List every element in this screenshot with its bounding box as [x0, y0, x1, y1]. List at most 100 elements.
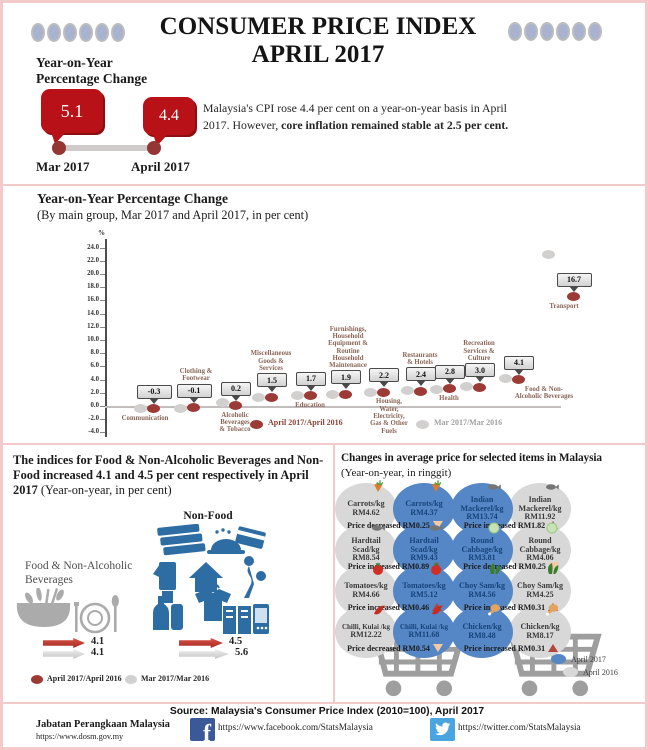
data-point-april: [511, 375, 525, 385]
decor-oval: [79, 23, 93, 42]
price-circle-2017: Chilli, Kulai /kg RM11.68: [393, 606, 455, 658]
legend-label: Mar 2017/Mar 2016: [434, 418, 503, 427]
y-tick-mark: [100, 406, 105, 407]
price-item: Carrots/kg RM4.62 Carrots/kg RM4.37 Price de…: [335, 480, 455, 535]
non-food-april-value: 4.5: [229, 636, 243, 647]
data-point-april: [186, 403, 200, 413]
category-label: Furnishings, Household Equipment & Routine H…: [328, 325, 368, 370]
food-mar-arrow: [43, 649, 85, 659]
value-callout: -0.3: [136, 384, 172, 404]
category-label: Transport: [549, 302, 579, 310]
price-item: Tomatoes/kg RM4.66 Tomatoes/kg RM5.12 Price …: [335, 562, 455, 617]
chilli-icon: [432, 605, 444, 615]
tomato-icon: [373, 562, 383, 575]
value-callout: 2.8: [435, 364, 465, 384]
non-food-april-arrow: [179, 638, 223, 648]
data-point-mar: [290, 390, 304, 400]
category-label: Restaurants & Hotels: [402, 351, 438, 366]
price-circle-2017: Indian Mackerel/kg RM13.74: [451, 483, 513, 535]
summary-text: Malaysia's CPI rose 4.4 per cent on a ye…: [203, 100, 509, 134]
legend-label: April 2017/April 2016: [47, 674, 122, 683]
timeline-dot-april: [147, 141, 161, 155]
y-tick-label: 16.0: [87, 296, 99, 304]
y-tick-label: 18.0: [87, 283, 99, 291]
data-point-mar: [400, 386, 414, 396]
food-label-line1: Food & Non-Alcoholic: [25, 560, 133, 572]
price-circle-2016: Chicken/kg RM8.17: [509, 606, 571, 658]
twitter-icon[interactable]: [430, 718, 455, 741]
food-mar-value: 4.1: [91, 647, 105, 658]
page-title-line2: APRIL 2017: [251, 41, 385, 68]
callout-tail: [569, 285, 579, 292]
trend-down-icon: [432, 521, 443, 529]
callout-tail: [475, 376, 485, 383]
y-tick-label: 6.0: [90, 362, 100, 370]
price-caption: Price decreased RM0.54: [327, 644, 463, 653]
data-point-april: [264, 392, 278, 402]
fish-icon: [546, 484, 559, 490]
category-label: Miscellaneous Goods & Services: [250, 350, 292, 372]
decor-oval: [508, 22, 522, 41]
trend-down-icon: [432, 644, 443, 652]
facebook-icon[interactable]: [190, 718, 215, 741]
value-callout: 1.9: [331, 370, 361, 390]
non-food-mar-arrow: [179, 649, 229, 659]
panel-divider-vertical: [333, 444, 335, 702]
data-point-mar: [498, 374, 512, 384]
decor-oval: [588, 22, 602, 41]
callout-tail: [306, 384, 316, 391]
twitter-bird-icon: [435, 722, 451, 736]
y-tick-mark: [100, 353, 105, 355]
twitter-url-link[interactable]: https://twitter.com/StatsMalaysia: [458, 723, 581, 733]
callout-tail: [379, 381, 389, 388]
timeline-label-mar: Mar 2017: [36, 159, 90, 174]
chilli-icon: [374, 605, 386, 615]
data-point-april: [442, 384, 456, 394]
data-point-mar: [541, 249, 555, 259]
legend-swatch: [563, 667, 578, 677]
carrot-icon: [374, 480, 384, 492]
y-tick-mark: [100, 287, 105, 289]
category-label: Alcoholic Beverages & Tobacco: [219, 411, 251, 434]
cabbage-icon: [546, 522, 558, 534]
decor-oval: [63, 23, 77, 42]
chicken-icon: [546, 604, 559, 616]
legend-label: April 2017/April 2016: [268, 418, 343, 427]
non-food-mar-value: 5.6: [235, 647, 249, 658]
summary-regular: Malaysia's CPI rose 4.4 per cent on a ye…: [203, 101, 507, 132]
price-panel-title: Changes in average price for selected it…: [341, 452, 602, 464]
price-caption: Price increased RM0.31: [443, 644, 579, 653]
y-axis: [105, 239, 107, 437]
food-icons: [16, 588, 119, 634]
callout-tail: [231, 394, 241, 401]
y-tick-label: 22.0: [87, 256, 99, 264]
price-circle-2017: Hardtail Scad/kg RM9.43: [393, 524, 455, 576]
org-url-link[interactable]: https://www.dosm.gov.my: [36, 732, 124, 741]
data-point-mar: [133, 404, 147, 414]
zero-line: [105, 406, 561, 408]
price-panel: Changes in average price for selected it…: [335, 446, 645, 702]
price-caption: Price decreased RM0.25: [443, 562, 579, 571]
y-tick-mark: [100, 313, 105, 315]
y-tick-label: -4.0: [88, 428, 99, 436]
timeline-label-april: April 2017: [131, 159, 190, 174]
decor-ovals-right: [508, 22, 602, 41]
facebook-url-link[interactable]: https://www.facebook.com/StatsMalaysia: [218, 723, 373, 733]
cpi-bubble-mar-value: 5.1: [60, 100, 84, 121]
footer: Source: Malaysia's Consumer Price Index …: [3, 702, 645, 747]
y-tick-mark: [100, 274, 105, 275]
food-april-value: 4.1: [91, 636, 105, 647]
trend-up-icon: [548, 644, 559, 652]
y-tick-mark: [100, 379, 105, 381]
y-tick-mark: [100, 260, 105, 262]
value-callout: 1.5: [257, 373, 287, 393]
y-tick-label: 20.0: [87, 270, 99, 277]
y-tick-mark: [100, 340, 105, 341]
yoy-heading-line1: Year-on-Year: [36, 55, 113, 70]
legend-label: April 2017: [571, 655, 606, 664]
timeline-dot-mar: [52, 141, 66, 155]
data-point-mar: [363, 387, 377, 397]
data-point-april: [566, 292, 580, 302]
section-divider-bottom: [3, 702, 645, 704]
data-point-april: [472, 382, 486, 392]
